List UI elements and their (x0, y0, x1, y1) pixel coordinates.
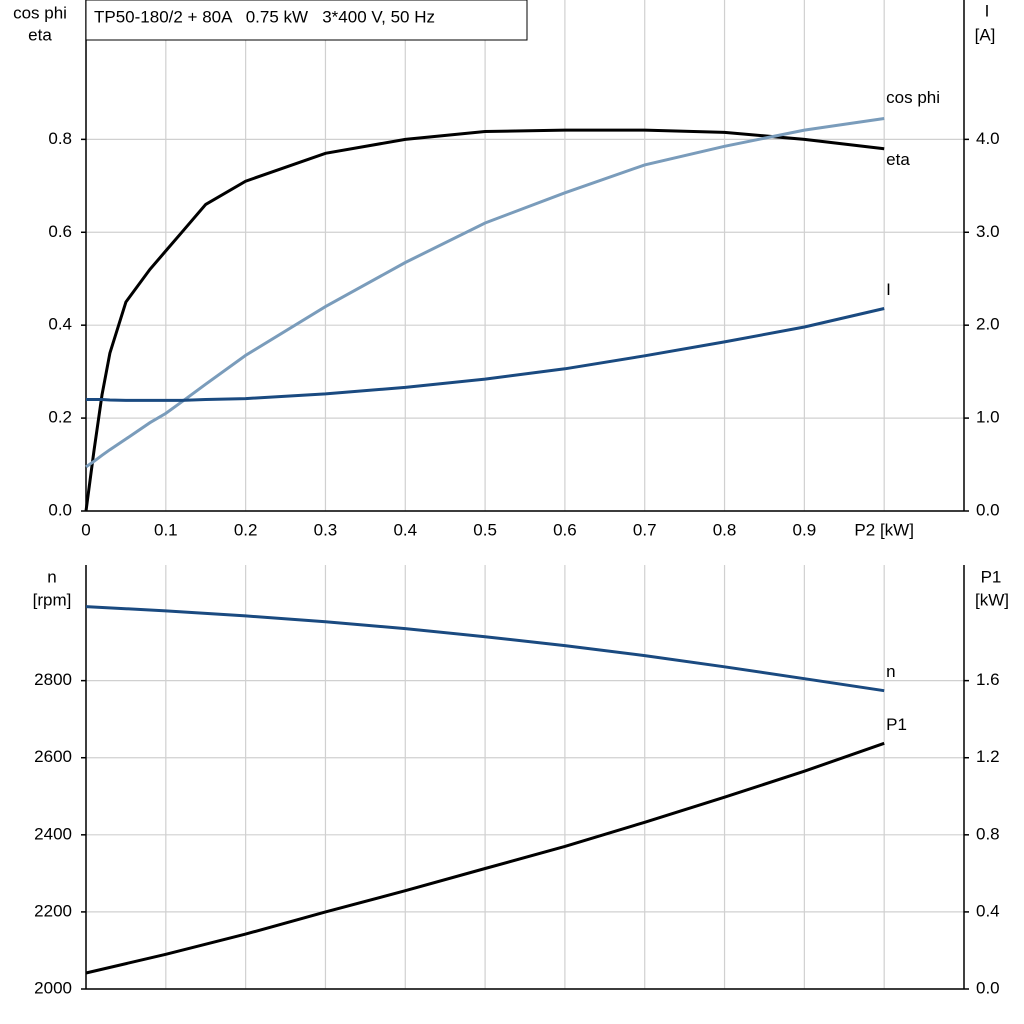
y-tick-label: 0.4 (48, 315, 72, 334)
y-tick-label: 2800 (34, 670, 72, 689)
y-tick-label: 2400 (34, 824, 72, 843)
series-label: cos phi (886, 88, 940, 107)
series-line (85, 117, 885, 469)
chart-title: TP50-180/2 + 80A 0.75 kW 3*400 V, 50 Hz (94, 7, 435, 26)
y2-tick-label: 4.0 (976, 129, 1000, 148)
series-label: n (886, 662, 895, 681)
series-label: eta (886, 150, 910, 169)
x-tick-label: 0.4 (393, 520, 417, 539)
y-axis-label: eta (28, 25, 52, 44)
x-tick-label: 0.6 (553, 520, 577, 539)
x-tick-label: 0.5 (473, 520, 497, 539)
series-line (84, 128, 885, 512)
y2-axis-label: [A] (975, 25, 996, 44)
x-tick-label: 0.2 (234, 520, 258, 539)
y2-tick-label: 0.0 (976, 978, 1000, 997)
y2-axis-label: [kW] (975, 590, 1009, 609)
x-tick-label: 0.7 (633, 520, 657, 539)
y-axis-label: n (47, 567, 56, 586)
y-tick-label: 0.0 (48, 500, 72, 519)
y2-tick-label: 1.2 (976, 747, 1000, 766)
y-tick-label: 0.8 (48, 129, 72, 148)
y2-tick-label: 3.0 (976, 222, 1000, 241)
title-box (85, 0, 528, 41)
series-line (86, 307, 885, 402)
x-tick-label: 0.3 (314, 520, 338, 539)
y2-axis-label: I (985, 1, 990, 20)
x-tick-label: 0.8 (713, 520, 737, 539)
y2-tick-label: 0.8 (976, 824, 1000, 843)
x-tick-label: 0 (81, 520, 90, 539)
y2-tick-label: 1.6 (976, 670, 1000, 689)
y-tick-label: 2600 (34, 747, 72, 766)
y2-axis-label: P1 (981, 567, 1002, 586)
y2-tick-label: 2.0 (976, 315, 1000, 334)
series-line (85, 741, 885, 975)
y2-tick-label: 0.0 (976, 500, 1000, 519)
series-label: P1 (886, 715, 907, 734)
x-tick-label: P2 [kW] (854, 520, 914, 539)
x-tick-label: 0.9 (793, 520, 817, 539)
series-label: I (886, 280, 891, 299)
y-axis-label: [rpm] (33, 590, 72, 609)
x-tick-label: 0.1 (154, 520, 178, 539)
y-tick-label: 2200 (34, 901, 72, 920)
y2-tick-label: 1.0 (976, 408, 1000, 427)
y-tick-label: 0.2 (48, 408, 72, 427)
y2-tick-label: 0.4 (976, 901, 1000, 920)
y-axis-label: cos phi (13, 3, 67, 22)
y-tick-label: 0.6 (48, 222, 72, 241)
y-tick-label: 2000 (34, 978, 72, 997)
series-line (85, 605, 885, 693)
